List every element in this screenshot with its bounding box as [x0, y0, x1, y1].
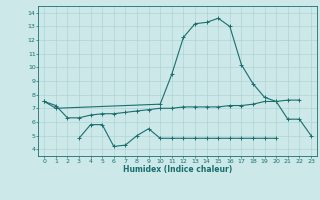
- X-axis label: Humidex (Indice chaleur): Humidex (Indice chaleur): [123, 165, 232, 174]
